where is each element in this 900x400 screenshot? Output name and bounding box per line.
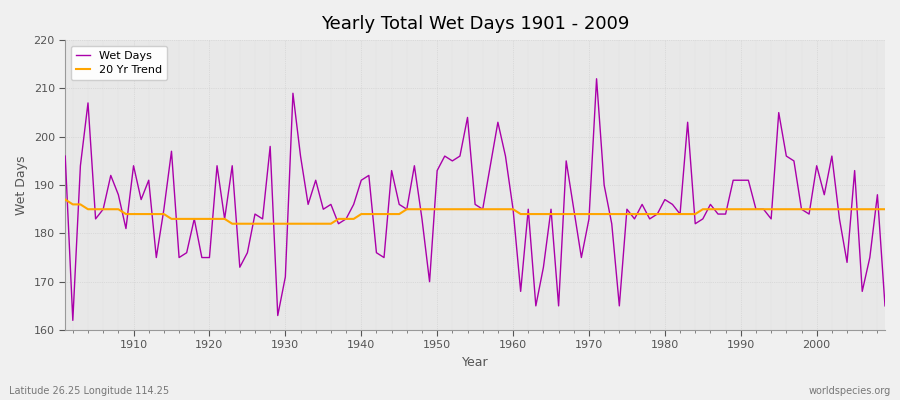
20 Yr Trend — [341, 216, 352, 221]
Title: Yearly Total Wet Days 1901 - 2009: Yearly Total Wet Days 1901 - 2009 — [321, 15, 629, 33]
Legend: Wet Days, 20 Yr Trend: Wet Days, 20 Yr Trend — [71, 46, 167, 80]
Text: Latitude 26.25 Longitude 114.25: Latitude 26.25 Longitude 114.25 — [9, 386, 169, 396]
Wet Days — [68, 318, 78, 323]
Wet Days — [879, 304, 890, 308]
Wet Days — [341, 216, 352, 221]
20 Yr Trend — [295, 221, 306, 226]
20 Yr Trend — [508, 207, 518, 212]
Line: Wet Days: Wet Days — [65, 79, 885, 320]
Y-axis label: Wet Days: Wet Days — [15, 155, 28, 215]
20 Yr Trend — [121, 212, 131, 216]
Line: 20 Yr Trend: 20 Yr Trend — [65, 200, 885, 224]
Wet Days — [128, 163, 139, 168]
Wet Days — [614, 304, 625, 308]
Text: worldspecies.org: worldspecies.org — [809, 386, 891, 396]
X-axis label: Year: Year — [462, 356, 489, 369]
Wet Days — [508, 207, 518, 212]
20 Yr Trend — [879, 207, 890, 212]
20 Yr Trend — [607, 212, 617, 216]
20 Yr Trend — [516, 212, 526, 216]
20 Yr Trend — [227, 221, 238, 226]
20 Yr Trend — [59, 197, 70, 202]
Wet Days — [516, 289, 526, 294]
Wet Days — [59, 154, 70, 158]
Wet Days — [591, 76, 602, 81]
Wet Days — [295, 154, 306, 158]
